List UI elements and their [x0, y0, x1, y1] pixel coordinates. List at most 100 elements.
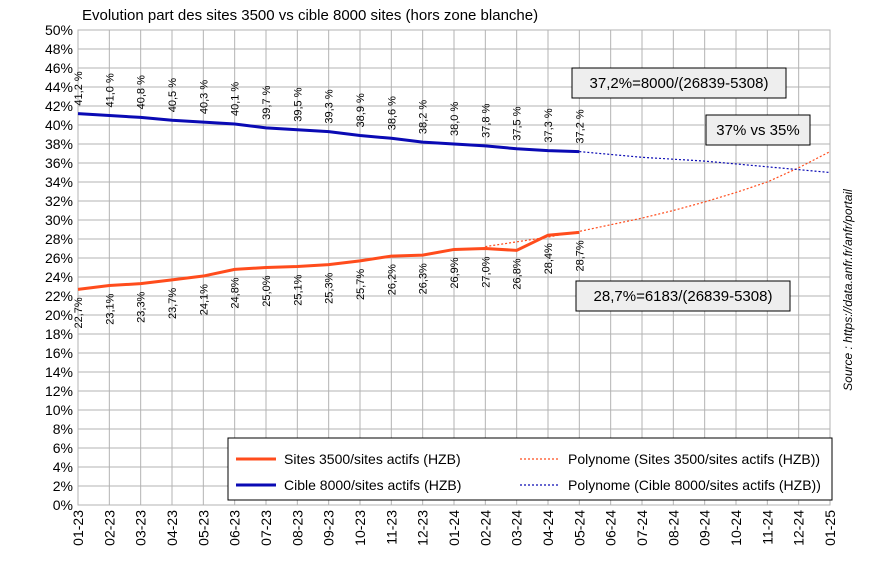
x-tick-label: 03-24 — [509, 510, 525, 546]
y-tick-label: 42% — [45, 98, 73, 114]
series-line — [77, 230, 580, 291]
data-label: 39,7 % — [261, 85, 273, 119]
data-label: 40,8 % — [136, 75, 148, 109]
series-line — [77, 112, 580, 154]
data-label: 23,3% — [136, 291, 148, 322]
data-label: 38,2 % — [418, 100, 430, 134]
y-tick-label: 46% — [45, 60, 73, 76]
data-label: 37,3 % — [543, 108, 555, 142]
x-tick-label: 05-23 — [195, 510, 211, 546]
y-tick-label: 18% — [45, 326, 73, 342]
x-tick-label: 02-24 — [477, 510, 493, 546]
x-tick-label: 01-25 — [822, 510, 838, 546]
data-label: 22,7% — [73, 297, 85, 328]
data-label: 38,9 % — [355, 93, 367, 127]
annotation: 37,2%=8000/(26839-5308) — [590, 75, 769, 92]
y-tick-label: 22% — [45, 288, 73, 304]
x-tick-label: 10-24 — [728, 510, 744, 546]
trend-line — [579, 151, 831, 174]
y-tick-label: 6% — [53, 440, 73, 456]
data-label: 37,2 % — [574, 109, 586, 143]
data-label: 25,0% — [261, 275, 273, 306]
chart-title: Evolution part des sites 3500 vs cible 8… — [82, 7, 538, 24]
data-label: 39,3 % — [324, 89, 336, 123]
y-tick-label: 8% — [53, 421, 73, 437]
data-label: 26,3% — [418, 263, 430, 294]
x-tick-label: 08-23 — [289, 510, 305, 546]
x-tick-label: 05-24 — [571, 510, 587, 546]
annotation: 28,7%=6183/(26839-5308) — [594, 288, 773, 305]
legend-label: Cible 8000/sites actifs (HZB) — [284, 477, 461, 493]
y-tick-label: 32% — [45, 193, 73, 209]
y-tick-label: 44% — [45, 79, 73, 95]
x-tick-label: 04-24 — [540, 510, 556, 546]
y-tick-label: 10% — [45, 402, 73, 418]
x-tick-label: 02-23 — [101, 510, 117, 546]
x-tick-label: 07-23 — [258, 510, 274, 546]
trend-line — [485, 151, 831, 248]
y-tick-label: 0% — [53, 497, 73, 513]
data-label: 37,5 % — [512, 106, 524, 140]
data-label: 37,8 % — [480, 103, 492, 137]
y-tick-label: 36% — [45, 155, 73, 171]
data-label: 38,0 % — [449, 102, 461, 136]
source: Source : https://data.anfr.fr/anfr/porta… — [841, 189, 855, 391]
x-tick-label: 11-23 — [383, 510, 399, 545]
x-tick-label: 07-24 — [634, 510, 650, 546]
data-label: 25,1% — [292, 274, 304, 305]
data-label: 25,7% — [355, 269, 367, 300]
x-tick-label: 09-24 — [697, 510, 713, 546]
y-tick-label: 16% — [45, 345, 73, 361]
y-tick-label: 48% — [45, 41, 73, 57]
y-tick-label: 38% — [45, 136, 73, 152]
x-tick-label: 06-23 — [227, 510, 243, 546]
y-tick-label: 30% — [45, 212, 73, 228]
plot-border — [77, 29, 831, 506]
legend-label: Sites 3500/sites actifs (HZB) — [284, 451, 461, 467]
x-tick-label: 01-23 — [70, 510, 86, 546]
data-label: 40,3 % — [198, 80, 210, 114]
x-tick-label: 12-23 — [415, 510, 431, 546]
x-tick-label: 09-23 — [321, 510, 337, 546]
y-tick-label: 40% — [45, 117, 73, 133]
data-label: 40,1 % — [230, 82, 242, 116]
annotation: 37% vs 35% — [716, 122, 799, 139]
legend-box — [227, 437, 833, 501]
y-tick-label: 28% — [45, 231, 73, 247]
y-tick-label: 2% — [53, 478, 73, 494]
data-label: 23,1% — [104, 293, 116, 324]
x-tick-label: 10-23 — [352, 510, 368, 546]
data-label: 41,0 % — [104, 73, 116, 107]
x-tick-label: 01-24 — [446, 510, 462, 546]
annotation-box — [571, 67, 787, 99]
annotation-box — [575, 280, 791, 312]
legend-label: Polynome (Sites 3500/sites actifs (HZB)) — [568, 451, 820, 467]
x-tick-label: 03-23 — [133, 510, 149, 546]
data-label: 23,7% — [167, 288, 179, 319]
y-tick-label: 14% — [45, 364, 73, 380]
legend-label: Polynome (Cible 8000/sites actifs (HZB)) — [568, 477, 821, 493]
x-tick-label: 08-24 — [665, 510, 681, 546]
data-label: 25,3% — [324, 272, 336, 303]
x-tick-label: 06-24 — [603, 510, 619, 546]
data-label: 28,7% — [574, 240, 586, 271]
data-label: 27,0% — [480, 256, 492, 287]
y-tick-label: 12% — [45, 383, 73, 399]
annotation-box — [705, 114, 811, 146]
data-label: 28,4% — [543, 243, 555, 274]
y-tick-label: 24% — [45, 269, 73, 285]
x-tick-label: 12-24 — [791, 510, 807, 546]
data-label: 26,2% — [386, 264, 398, 295]
data-label: 26,8% — [512, 258, 524, 289]
data-label: 26,9% — [449, 257, 461, 288]
y-tick-label: 4% — [53, 459, 73, 475]
x-tick-label: 11-24 — [759, 510, 775, 545]
y-tick-label: 50% — [45, 22, 73, 38]
x-tick-label: 04-23 — [164, 510, 180, 546]
y-tick-label: 20% — [45, 307, 73, 323]
data-label: 38,6 % — [386, 96, 398, 130]
y-tick-label: 26% — [45, 250, 73, 266]
data-label: 24,8% — [230, 277, 242, 308]
data-label: 39,5 % — [292, 87, 304, 121]
